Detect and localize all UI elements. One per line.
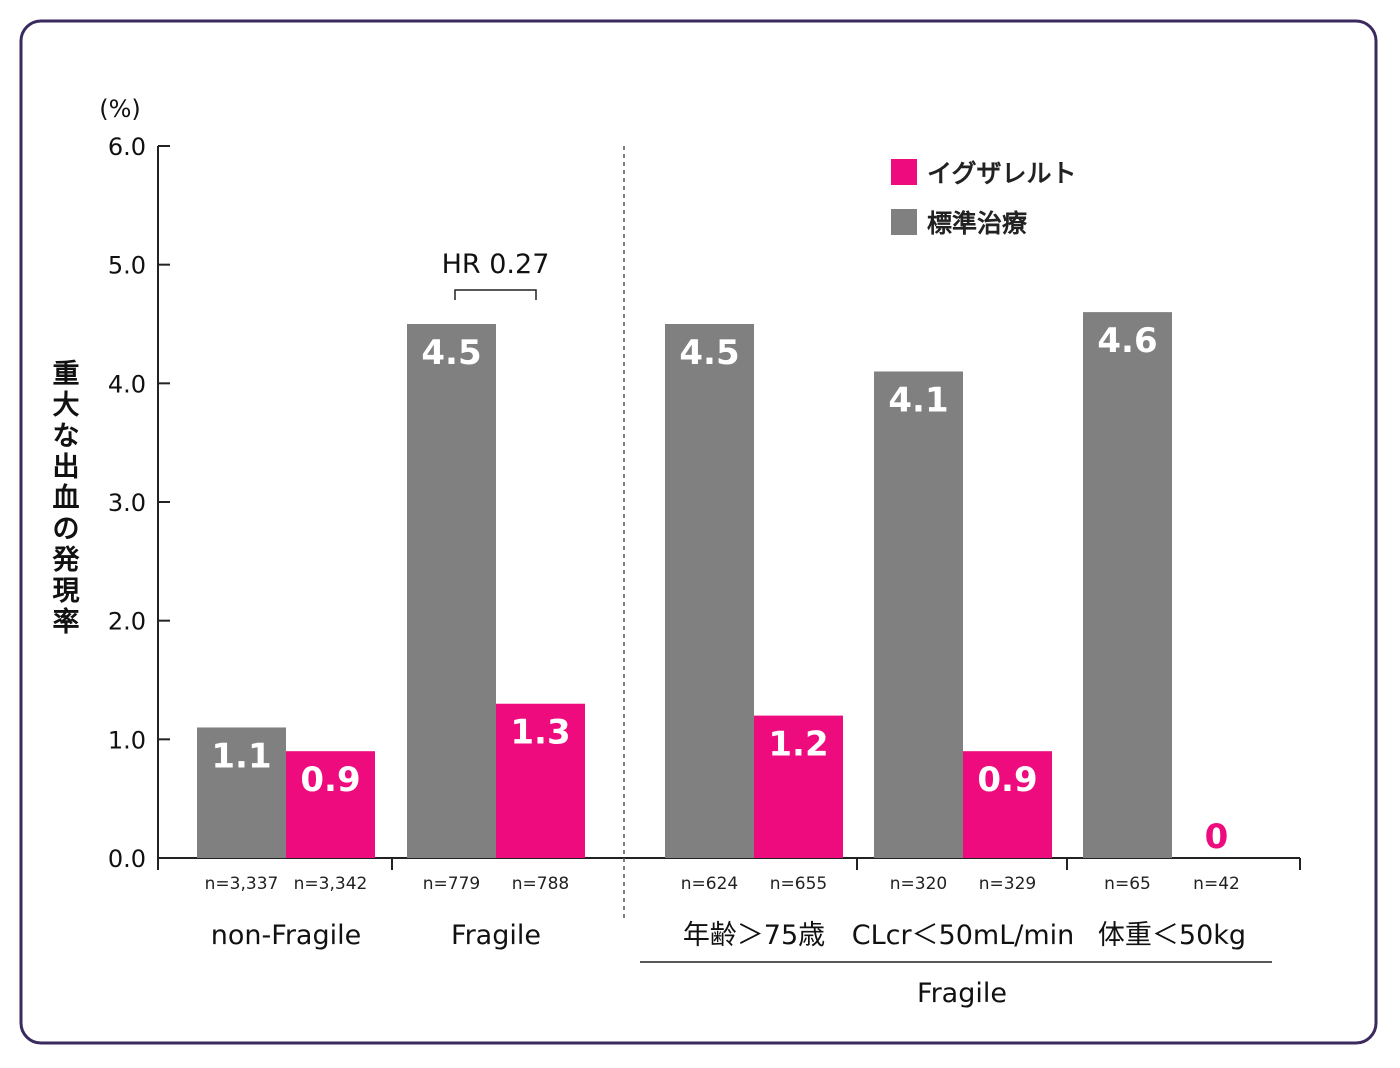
hr-bracket [454,289,537,300]
n-count-label: n=320 [890,874,947,894]
hr-annotation: HR 0.27 [442,249,550,280]
y-tick-label: 3.0 [108,489,146,517]
y-axis-title-char: 発 [52,545,81,576]
bar [754,715,843,858]
y-tick-label: 6.0 [108,133,146,161]
y-tick-label: 0.0 [108,845,146,873]
bar [963,751,1052,858]
bar-value-label: 1.2 [768,725,828,765]
bar [407,324,496,858]
n-count-label: n=788 [512,874,569,894]
bar-value-label: 4.1 [888,380,948,420]
bar [874,371,963,858]
y-unit-label: (%) [99,95,141,123]
subgroup-label: Fragile [917,978,1007,1009]
y-axis-title-char: 血 [53,483,80,514]
y-tick-label: 1.0 [108,726,146,754]
y-axis-title-char: の [53,514,80,545]
y-tick-label: 4.0 [108,370,146,398]
bar-value-label: 4.5 [421,333,481,373]
bar [197,727,286,858]
y-axis-title-char: 現 [53,576,80,607]
bar-value-label: 4.5 [679,333,739,373]
bar-value-label: 0 [1205,817,1229,857]
n-count-label: n=42 [1193,874,1240,894]
bar [496,703,585,858]
bar-value-label: 0.9 [977,760,1037,800]
y-axis-title-char: 重 [53,359,80,390]
y-axis-title-char: 率 [53,606,80,638]
legend-label: 標準治療 [927,209,1027,238]
n-count-label: n=655 [770,874,827,894]
legend-swatch [891,209,917,235]
group-label: Fragile [451,920,541,951]
bar [665,324,754,858]
bar-value-label: 1.3 [510,713,570,753]
n-count-label: n=3,342 [294,874,368,894]
bar-value-label: 4.6 [1097,321,1157,361]
bar-value-label: 0.9 [300,760,360,800]
group-label: 体重＜50kg [1098,920,1246,951]
y-tick-label: 2.0 [108,608,146,636]
bar [1083,312,1172,859]
y-axis-title-char: な [53,421,80,452]
group-label: CLcr＜50mL/min [852,920,1075,951]
n-count-label: n=3,337 [205,874,279,894]
bar-value-label: 1.1 [211,736,271,776]
group-label: non-Fragile [211,920,361,951]
legend-swatch [891,159,917,185]
group-label: 年齢＞75歳 [683,920,825,951]
y-tick-label: 5.0 [108,252,146,280]
legend-label: イグザレルト [927,159,1077,188]
n-count-label: n=779 [423,874,480,894]
n-count-label: n=624 [681,874,738,894]
n-count-label: n=65 [1104,874,1151,894]
y-axis-title-char: 出 [53,452,80,483]
bar [286,751,375,858]
n-count-label: n=329 [979,874,1036,894]
y-axis-title-char: 大 [53,390,80,421]
